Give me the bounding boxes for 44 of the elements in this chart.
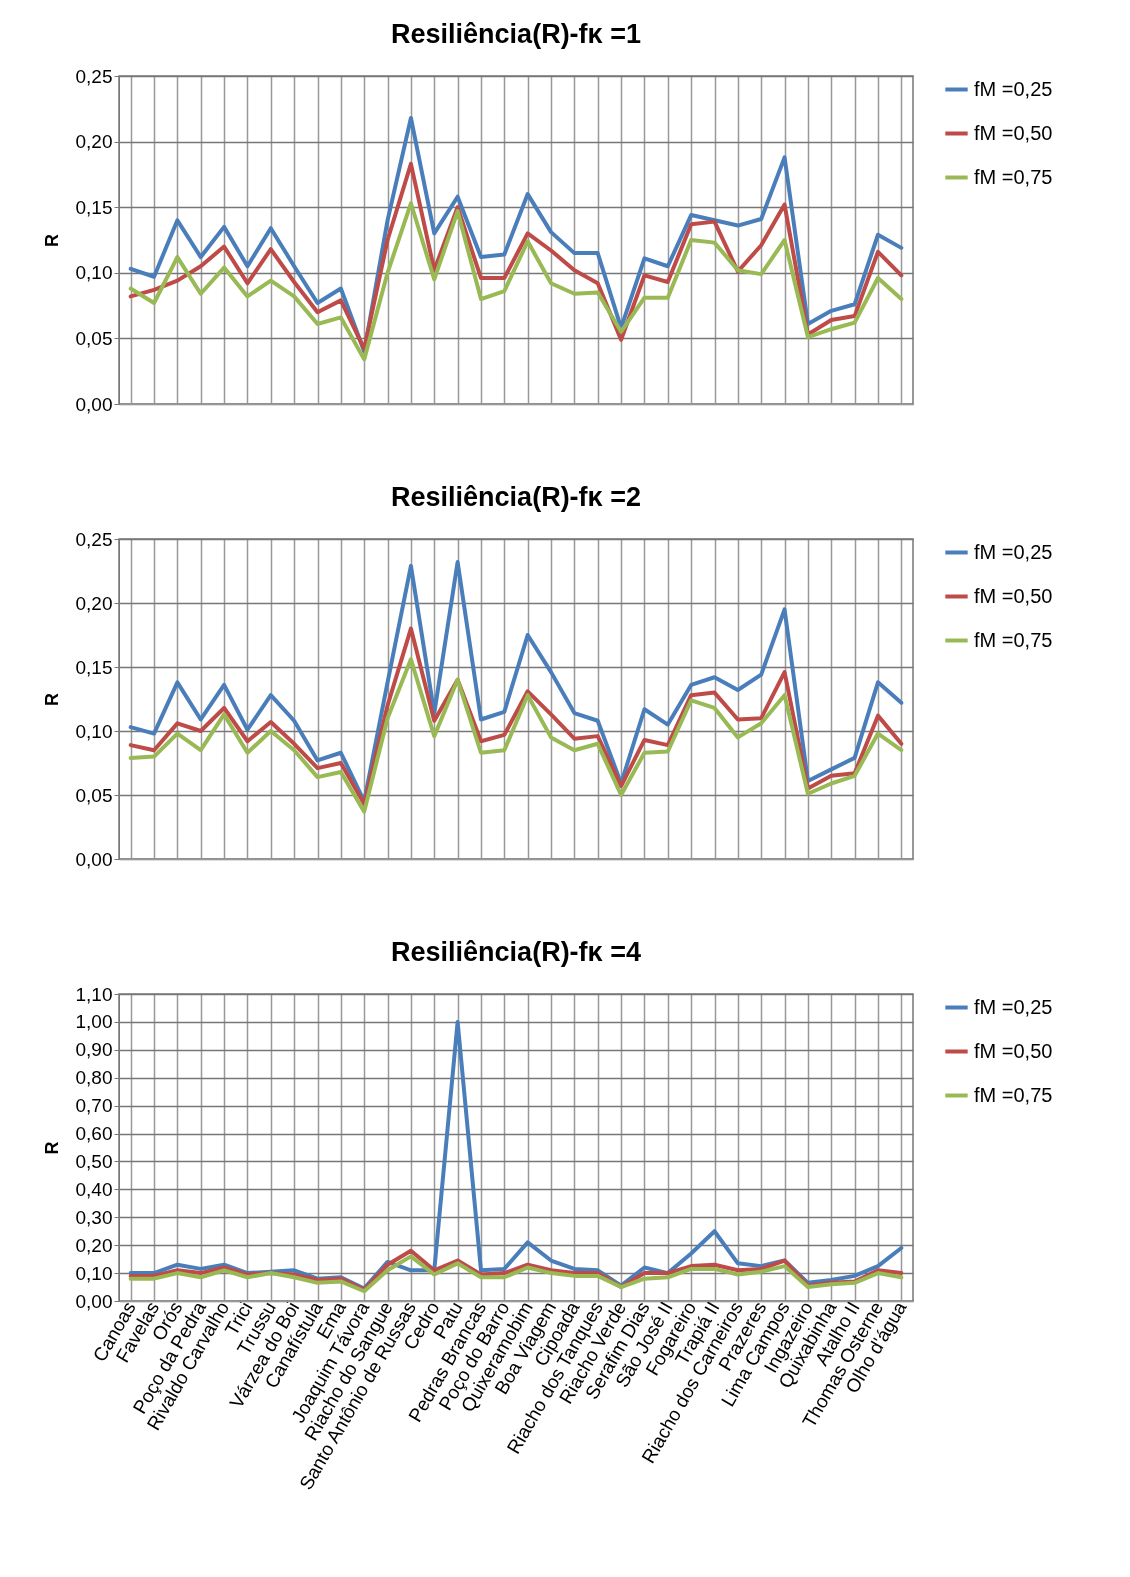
y-tick-label: 0,10 (75, 720, 113, 742)
y-tick-label: 0,80 (75, 1067, 113, 1089)
y-axis-title: R (41, 693, 62, 706)
y-tick-label: 0,70 (75, 1095, 113, 1117)
y-tick-label: 0,20 (75, 131, 113, 153)
y-tick-label: 0,10 (75, 262, 113, 284)
y-tick-label: 0,20 (75, 1234, 113, 1256)
line-series (128, 201, 904, 362)
y-axis-title: R (41, 234, 62, 247)
y-tick-label: 0,00 (75, 848, 113, 870)
line-series (128, 161, 904, 351)
y-tick-label: 0,15 (75, 656, 113, 678)
legend-label: fM =0,50 (974, 121, 1053, 144)
line-series (128, 115, 904, 354)
y-tick-label: 0,10 (75, 1262, 113, 1284)
y-tick-label: 0,20 (75, 592, 113, 614)
legend-label: fM =0,50 (974, 1039, 1053, 1062)
y-tick-label: 0,90 (75, 1039, 113, 1061)
legend-label: fM =0,50 (974, 584, 1053, 607)
line-series (128, 1254, 904, 1294)
line-series (128, 626, 904, 806)
line-series (128, 657, 904, 814)
y-tick-label: 1,10 (75, 983, 113, 1005)
y-tick-label: 0,25 (75, 65, 113, 87)
legend-label: fM =0,25 (974, 995, 1053, 1018)
chart-title: Resiliência(R)-fκ =2 (391, 482, 641, 512)
legend-label: fM =0,25 (974, 540, 1053, 563)
y-tick-label: 0,60 (75, 1123, 113, 1145)
y-tick-label: 0,50 (75, 1150, 113, 1172)
y-tick-label: 1,00 (75, 1011, 113, 1033)
y-tick-label: 0,40 (75, 1178, 113, 1200)
y-tick-label: 0,05 (75, 327, 113, 349)
y-tick-label: 0,15 (75, 196, 113, 218)
y-tick-label: 0,25 (75, 528, 113, 550)
legend-label: fM =0,75 (974, 1083, 1053, 1106)
legend-label: fM =0,25 (974, 77, 1053, 100)
y-axis-title: R (41, 1141, 62, 1155)
legend-label: fM =0,75 (974, 165, 1053, 188)
chart-title: Resiliência(R)-fκ =4 (391, 937, 641, 967)
legend-label: fM =0,75 (974, 628, 1053, 651)
y-tick-label: 0,00 (75, 393, 113, 415)
y-tick-label: 0,05 (75, 784, 113, 806)
y-tick-label: 0,30 (75, 1206, 113, 1228)
chart-title: Resiliência(R)-fκ =1 (391, 19, 641, 49)
